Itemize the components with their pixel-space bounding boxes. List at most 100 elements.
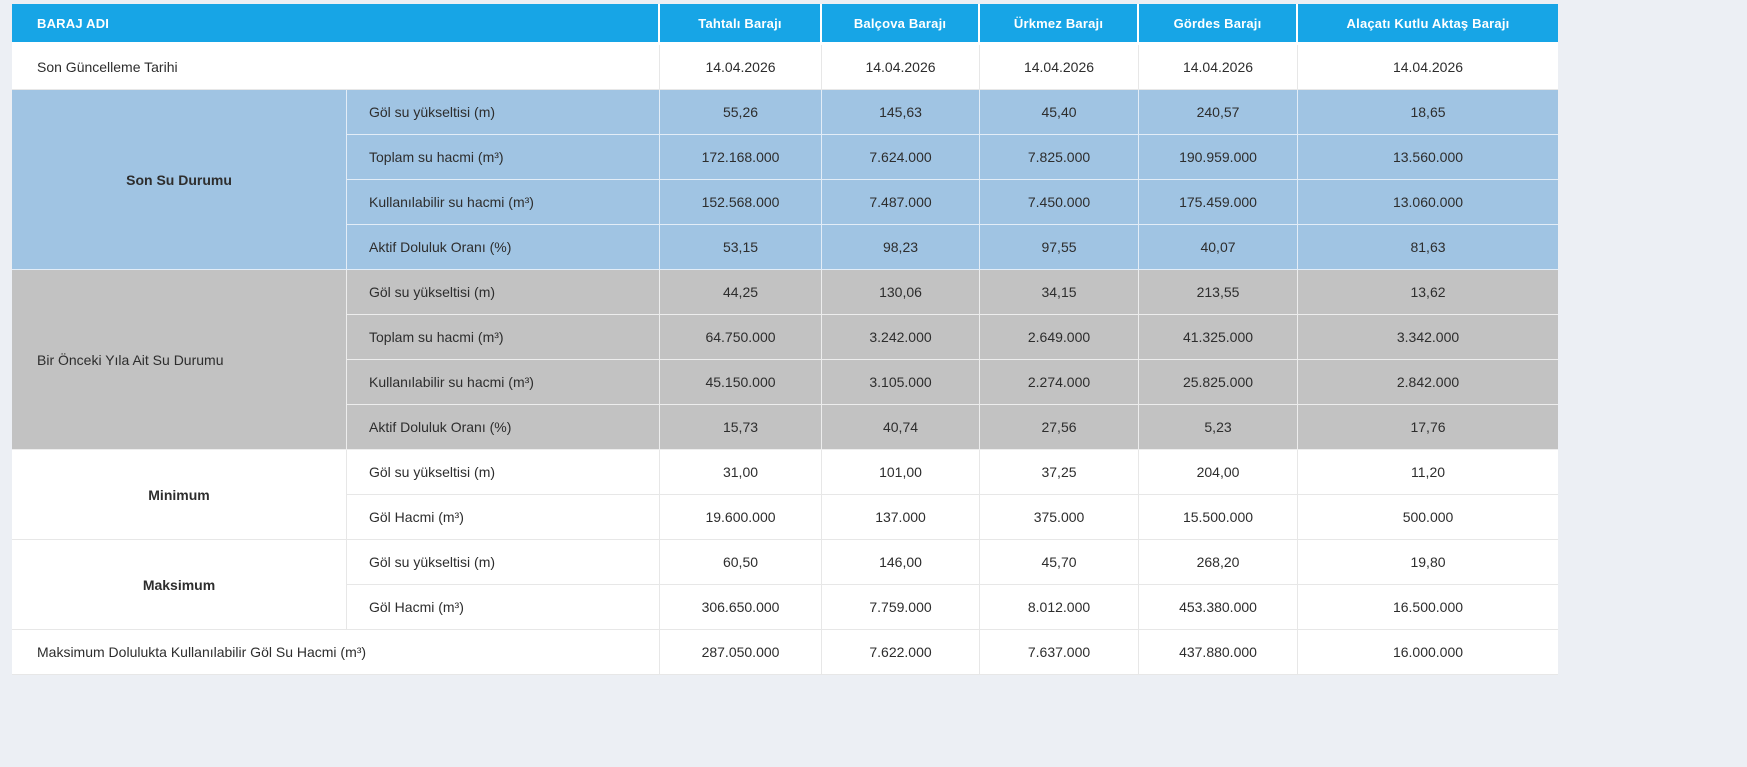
table-row: Minimum Göl su yükseltisi (m) 31,00 101,… <box>12 450 1559 540</box>
value-cell: 31,00 <box>660 450 823 495</box>
value-cell: 15.500.000 <box>1139 495 1299 540</box>
metric-label: Kullanılabilir su hacmi (m³) <box>347 180 661 225</box>
value-cell: 53,15 <box>660 225 823 270</box>
metric-label: Göl su yükseltisi (m) <box>347 90 661 135</box>
table-row: Göl Hacmi (m³) 19.600.000 137.000 375.00… <box>12 495 1559 540</box>
metric-label: Göl su yükseltisi (m) <box>347 540 661 585</box>
value-cell: 27,56 <box>980 405 1140 450</box>
value-cell: 16.500.000 <box>1298 585 1559 630</box>
value-cell: 34,15 <box>980 270 1140 315</box>
value-cell: 55,26 <box>660 90 823 135</box>
value-cell: 130,06 <box>822 270 981 315</box>
value-cell: 11,20 <box>1298 450 1559 495</box>
value-cell: 17,76 <box>1298 405 1559 450</box>
value-cell: 81,63 <box>1298 225 1559 270</box>
value-cell: 14.04.2026 <box>980 45 1140 90</box>
metric-label: Kullanılabilir su hacmi (m³) <box>347 360 661 405</box>
value-cell: 190.959.000 <box>1139 135 1299 180</box>
value-cell: 5,23 <box>1139 405 1299 450</box>
footer-label: Maksimum Dolulukta Kullanılabilir Göl Su… <box>12 630 661 675</box>
value-cell: 7.487.000 <box>822 180 981 225</box>
value-cell: 45,70 <box>980 540 1140 585</box>
value-cell: 306.650.000 <box>660 585 823 630</box>
value-cell: 268,20 <box>1139 540 1299 585</box>
value-cell: 437.880.000 <box>1139 630 1299 675</box>
value-cell: 7.637.000 <box>980 630 1140 675</box>
table-row: Bir Önceki Yıla Ait Su Durumu Göl su yük… <box>12 270 1559 450</box>
value-cell: 14.04.2026 <box>1298 45 1559 90</box>
value-cell: 37,25 <box>980 450 1140 495</box>
value-cell: 500.000 <box>1298 495 1559 540</box>
value-cell: 145,63 <box>822 90 981 135</box>
value-cell: 7.624.000 <box>822 135 981 180</box>
value-cell: 60,50 <box>660 540 823 585</box>
value-cell: 41.325.000 <box>1139 315 1299 360</box>
table-row: Toplam su hacmi (m³) 172.168.000 7.624.0… <box>12 135 1559 180</box>
value-cell: 7.759.000 <box>822 585 981 630</box>
value-cell: 14.04.2026 <box>1139 45 1299 90</box>
value-cell: 7.622.000 <box>822 630 981 675</box>
value-cell: 45.150.000 <box>660 360 823 405</box>
value-cell: 7.450.000 <box>980 180 1140 225</box>
section-title-minimum: Minimum <box>12 450 347 540</box>
column-header-gordes: Gördes Barajı <box>1139 4 1299 45</box>
value-cell: 213,55 <box>1139 270 1299 315</box>
column-header-tahtali: Tahtalı Barajı <box>660 4 823 45</box>
column-header-alacati: Alaçatı Kutlu Aktaş Barajı <box>1298 4 1559 45</box>
value-cell: 13.560.000 <box>1298 135 1559 180</box>
column-header-urkmez: Ürkmez Barajı <box>980 4 1140 45</box>
value-cell: 98,23 <box>822 225 981 270</box>
metric-label: Göl su yükseltisi (m) <box>347 270 661 315</box>
value-cell: 8.012.000 <box>980 585 1140 630</box>
table-row: Kullanılabilir su hacmi (m³) 152.568.000… <box>12 180 1559 225</box>
table-row: Maksimum Göl su yükseltisi (m) 60,50 146… <box>12 540 1559 630</box>
value-cell: 2.649.000 <box>980 315 1140 360</box>
dam-status-table: BARAJ ADI Tahtalı Barajı Balçova Barajı … <box>12 4 1559 675</box>
value-cell: 375.000 <box>980 495 1140 540</box>
value-cell: 204,00 <box>1139 450 1299 495</box>
value-cell: 3.242.000 <box>822 315 981 360</box>
value-cell: 25.825.000 <box>1139 360 1299 405</box>
table-row: Aktif Doluluk Oranı (%) 15,73 40,74 27,5… <box>12 405 1559 450</box>
table-row: Kullanılabilir su hacmi (m³) 45.150.000 … <box>12 360 1559 405</box>
column-header-baraj-adi: BARAJ ADI <box>12 4 661 45</box>
value-cell: 13,62 <box>1298 270 1559 315</box>
metric-label: Aktif Doluluk Oranı (%) <box>347 405 661 450</box>
value-cell: 240,57 <box>1139 90 1299 135</box>
value-cell: 15,73 <box>660 405 823 450</box>
value-cell: 137.000 <box>822 495 981 540</box>
value-cell: 13.060.000 <box>1298 180 1559 225</box>
value-cell: 3.105.000 <box>822 360 981 405</box>
value-cell: 40,74 <box>822 405 981 450</box>
table-row: Toplam su hacmi (m³) 64.750.000 3.242.00… <box>12 315 1559 360</box>
metric-label: Göl su yükseltisi (m) <box>347 450 661 495</box>
value-cell: 287.050.000 <box>660 630 823 675</box>
value-cell: 14.04.2026 <box>660 45 823 90</box>
value-cell: 453.380.000 <box>1139 585 1299 630</box>
value-cell: 14.04.2026 <box>822 45 981 90</box>
value-cell: 97,55 <box>980 225 1140 270</box>
value-cell: 64.750.000 <box>660 315 823 360</box>
value-cell: 2.274.000 <box>980 360 1140 405</box>
section-title-onceki-yil: Bir Önceki Yıla Ait Su Durumu <box>12 270 347 450</box>
metric-label: Toplam su hacmi (m³) <box>347 135 661 180</box>
value-cell: 16.000.000 <box>1298 630 1559 675</box>
value-cell: 3.342.000 <box>1298 315 1559 360</box>
value-cell: 44,25 <box>660 270 823 315</box>
value-cell: 45,40 <box>980 90 1140 135</box>
section-title-son-su-durumu: Son Su Durumu <box>12 90 347 270</box>
table-row: Göl Hacmi (m³) 306.650.000 7.759.000 8.0… <box>12 585 1559 630</box>
table-row: Aktif Doluluk Oranı (%) 53,15 98,23 97,5… <box>12 225 1559 270</box>
table-row: Son Su Durumu Göl su yükseltisi (m) 55,2… <box>12 90 1559 270</box>
metric-label: Aktif Doluluk Oranı (%) <box>347 225 661 270</box>
value-cell: 18,65 <box>1298 90 1559 135</box>
value-cell: 101,00 <box>822 450 981 495</box>
value-cell: 146,00 <box>822 540 981 585</box>
value-cell: 172.168.000 <box>660 135 823 180</box>
value-cell: 19.600.000 <box>660 495 823 540</box>
value-cell: 2.842.000 <box>1298 360 1559 405</box>
metric-label: Göl Hacmi (m³) <box>347 495 661 540</box>
footer-row: Maksimum Dolulukta Kullanılabilir Göl Su… <box>12 630 1559 675</box>
header-row: BARAJ ADI Tahtalı Barajı Balçova Barajı … <box>12 4 1559 45</box>
